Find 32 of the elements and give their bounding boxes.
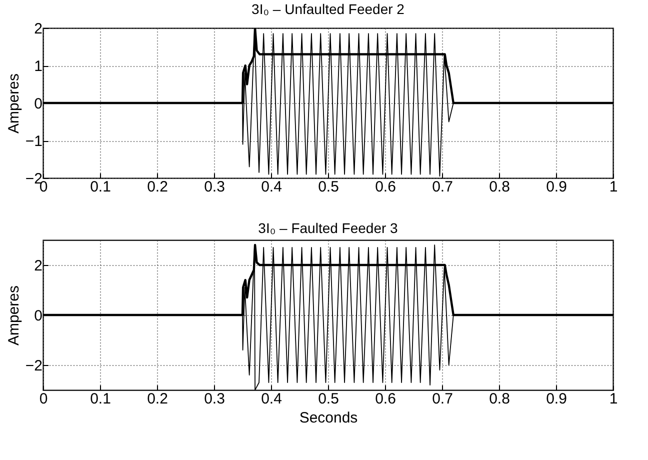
x-tick-label: 0.7 [432, 178, 453, 196]
x-tick-label: 0.7 [432, 390, 453, 408]
x-tick-label: 1 [609, 390, 618, 408]
x-tick-label: 0.4 [261, 178, 282, 196]
x-tick-label: 1 [609, 178, 618, 196]
y-axis-title: Amperes [5, 73, 22, 134]
x-axis-title: Seconds [299, 410, 358, 426]
x-tick-label: 0.2 [147, 178, 168, 196]
y-tick-label: 1 [34, 58, 42, 75]
x-tick-label: 0.2 [147, 390, 168, 408]
x-tick-label: 0.1 [90, 390, 111, 408]
x-tick-label: 0.9 [546, 178, 567, 196]
x-tick-label: 0.8 [489, 390, 510, 408]
x-tick-label: 0.9 [546, 390, 567, 408]
y-tick-label: 2 [34, 20, 42, 38]
y-tick-label: −2 [25, 358, 42, 374]
x-tick-label: 0.4 [261, 390, 282, 408]
chart-title: 3I₀ – Unfaulted Feeder 2 [252, 1, 405, 17]
y-tick-label: −1 [25, 133, 42, 150]
x-tick-label: 0.6 [375, 178, 396, 196]
x-tick-label: 0.8 [489, 178, 510, 196]
x-tick-label: 0.6 [375, 390, 396, 408]
x-tick-label: 0.5 [318, 390, 339, 408]
y-tick-label: 0 [34, 96, 42, 112]
y-axis-title: Amperes [5, 285, 22, 346]
x-tick-label: 0.3 [204, 178, 225, 196]
y-tick-label: 0 [34, 308, 42, 324]
x-tick-label: 0.1 [90, 178, 111, 196]
y-tick-label: 2 [34, 258, 42, 274]
x-tick-label: 0.5 [318, 178, 339, 196]
x-tick-label: 0.3 [204, 390, 225, 408]
chart-title: 3I₀ – Faulted Feeder 3 [258, 220, 398, 236]
